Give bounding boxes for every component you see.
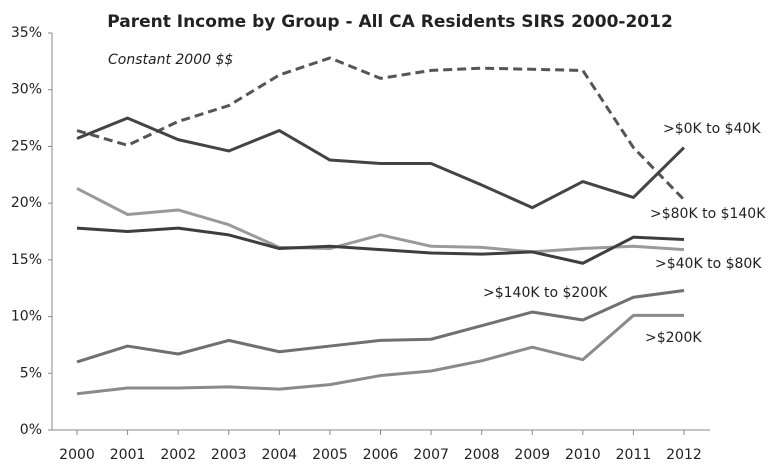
series-line xyxy=(76,187,685,254)
y-tick-label: 15% xyxy=(11,252,42,268)
y-tick-label: 20% xyxy=(11,195,42,211)
y-tick-label: 25% xyxy=(11,138,42,154)
y-tick-label: 10% xyxy=(11,309,42,325)
series-line xyxy=(76,313,684,396)
x-tick-label: 2010 xyxy=(565,447,601,463)
series-label: >$40K to $80K xyxy=(655,256,762,272)
series-line xyxy=(76,56,686,201)
x-tick-label: 2005 xyxy=(312,447,348,463)
y-tick-label: 30% xyxy=(11,82,42,98)
series-line xyxy=(76,116,686,210)
x-tick-label: 2008 xyxy=(464,447,500,463)
chart-title: Parent Income by Group - All CA Resident… xyxy=(107,12,673,32)
x-tick-label: 2001 xyxy=(110,447,146,463)
x-tick-label: 2009 xyxy=(514,447,550,463)
series-label: >$200K xyxy=(645,330,702,346)
series-label: >$0K to $40K xyxy=(663,121,761,137)
x-tick-label: 2007 xyxy=(413,447,449,463)
x-tick-label: 2003 xyxy=(211,447,247,463)
y-tick-label: 35% xyxy=(11,25,42,41)
annotation: Constant 2000 $$ xyxy=(108,52,233,68)
x-tick-label: 2006 xyxy=(363,447,399,463)
series-label: >$80K to $140K xyxy=(650,206,766,222)
x-tick-label: 2000 xyxy=(59,447,95,463)
x-tick-label: 2002 xyxy=(160,447,196,463)
y-tick-label: 5% xyxy=(20,365,42,381)
y-tick-label: 0% xyxy=(20,422,42,438)
x-tick-label: 2004 xyxy=(262,447,298,463)
series-label: >$140K to $200K xyxy=(483,285,608,301)
series-line xyxy=(76,288,685,364)
x-tick-label: 2012 xyxy=(666,447,702,463)
x-tick-label: 2011 xyxy=(616,447,652,463)
series-line xyxy=(76,226,685,265)
